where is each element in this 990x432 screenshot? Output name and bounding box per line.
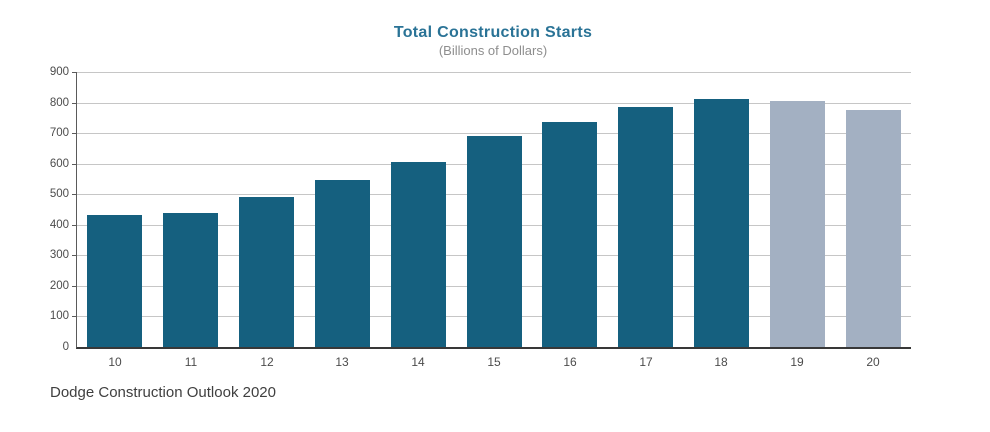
y-axis-tick <box>72 72 77 73</box>
y-axis-tick-label: 100 <box>49 310 69 322</box>
x-axis-tick-label: 16 <box>563 355 577 369</box>
bar-14 <box>391 162 446 347</box>
y-axis-tick <box>72 225 77 226</box>
x-axis-tick-label: 12 <box>260 355 274 369</box>
y-axis-tick <box>72 164 77 165</box>
bar-13 <box>315 180 370 347</box>
y-axis-tick-label: 900 <box>49 66 69 78</box>
gridline <box>77 103 911 104</box>
x-axis-tick-label: 10 <box>108 355 122 369</box>
x-axis-tick-label: 18 <box>714 355 728 369</box>
x-axis-tick-label: 20 <box>866 355 880 369</box>
y-axis-tick <box>72 194 77 195</box>
y-axis-tick-label: 200 <box>49 280 69 292</box>
chart-title: Total Construction Starts <box>393 24 593 41</box>
bar-17 <box>618 107 673 347</box>
y-axis-tick-label: 0 <box>62 341 69 353</box>
y-axis-tick <box>72 133 77 134</box>
bar-11 <box>163 213 218 347</box>
gridline <box>77 133 911 134</box>
y-axis-tick-label: 600 <box>49 158 69 170</box>
x-axis-tick-label: 17 <box>639 355 653 369</box>
bar-16 <box>542 122 597 347</box>
y-axis-tick <box>72 255 77 256</box>
x-axis-tick-label: 11 <box>184 355 198 369</box>
x-axis-tick-label: 14 <box>411 355 425 369</box>
y-axis-tick-label: 700 <box>49 127 69 139</box>
bar-15 <box>467 136 522 347</box>
chart-subtitle: (Billions of Dollars) <box>438 43 548 58</box>
y-axis-tick <box>72 103 77 104</box>
y-axis-tick-label: 500 <box>49 188 69 200</box>
x-axis-tick-label: 19 <box>790 355 804 369</box>
bar-20 <box>846 110 901 347</box>
plot-area: 0 100 200 300 400 500 600 700 800 900 10 11 12 13 14 15… <box>50 66 911 369</box>
bar-10 <box>87 215 142 347</box>
bar-18 <box>694 99 749 347</box>
gridline <box>77 72 911 73</box>
y-axis-tick-label: 400 <box>49 219 69 231</box>
x-axis-tick-label: 13 <box>335 355 349 369</box>
y-axis-tick <box>72 316 77 317</box>
bar-12 <box>239 197 294 347</box>
y-axis-tick-label: 800 <box>49 97 69 109</box>
bar-19 <box>770 101 825 347</box>
x-axis-tick-label: 15 <box>487 355 501 369</box>
source-caption: Dodge Construction Outlook 2020 <box>50 384 276 401</box>
y-axis-tick-label: 300 <box>49 249 69 261</box>
y-axis-tick <box>72 286 77 287</box>
